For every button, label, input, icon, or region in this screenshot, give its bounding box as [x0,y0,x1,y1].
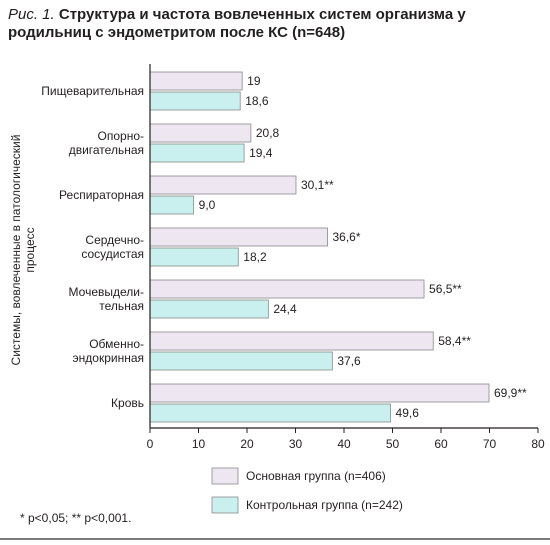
category-label-4-1: тельная [99,299,144,313]
category-label-1-0: Опорно- [98,129,144,143]
x-tick-label-60: 60 [434,437,448,451]
category-label-0: Пищеварительная [41,84,144,98]
x-tick-label-50: 50 [386,437,400,451]
bar-control-2 [149,195,195,215]
category-label-5-1: эндокринная [73,351,144,365]
category-label-6: Кровь [111,396,144,410]
bar-control-6 [149,403,391,423]
data-label-main-5: 58,4** [438,334,471,348]
data-label-control-4: 24,4 [273,302,297,316]
data-label-control-2: 9,0 [199,198,216,212]
bar-main-4 [149,279,425,299]
bottom-rule [0,538,550,540]
legend-label-main: Основная группа (n=406) [246,469,386,483]
bar-control-5 [149,351,333,371]
data-label-control-5: 37,6 [337,354,361,368]
category-label-3-1: сосудистая [81,247,144,261]
x-tick-label-40: 40 [337,437,351,451]
footnote: * p<0,05; ** p<0,001. [20,511,132,525]
bar-main-2 [149,175,297,195]
x-tick-label-10: 10 [192,437,206,451]
legend-swatch-control [211,496,239,514]
title-text: Структура и частота вовлеченных систем о… [8,6,466,41]
category-label-1-1: двигательная [69,143,144,157]
bar-main-6 [149,383,490,403]
bar-main-0 [149,71,243,91]
data-label-main-1: 20,8 [256,126,280,140]
bar-main-5 [149,331,434,351]
category-label-3-0: Сердечно- [85,233,144,247]
x-tick-label-20: 20 [240,437,254,451]
data-label-main-3: 36,6* [333,230,361,244]
legend-swatch-main [211,467,239,485]
legend-label-control: Контрольная группа (n=242) [246,498,403,512]
chart-title: Рис. 1. Структура и частота вовлеченных … [8,6,538,42]
bar-control-4 [149,299,269,319]
x-tick-label-30: 30 [289,437,303,451]
data-label-main-2: 30,1** [301,178,334,192]
x-tick-label-0: 0 [147,437,154,451]
data-label-main-0: 19 [247,74,261,88]
data-label-control-0: 18,6 [245,94,269,108]
x-tick-label-70: 70 [483,437,497,451]
bar-main-3 [149,227,328,247]
data-label-control-1: 19,4 [249,146,273,160]
bar-control-3 [149,247,239,267]
data-label-control-6: 49,6 [396,406,420,420]
figure-label: Рис. 1. [8,6,55,23]
bar-main-1 [149,123,252,143]
category-label-4-0: Мочевыдели- [69,285,144,299]
x-tick-label-80: 80 [531,437,545,451]
y-axis-title: Системы, вовлеченные в патологическийпро… [9,135,37,366]
category-label-5-0: Обменно- [89,337,144,351]
bar-control-0 [149,91,241,111]
data-label-control-3: 18,2 [243,250,267,264]
bar-control-1 [149,143,245,163]
data-label-main-4: 56,5** [429,282,462,296]
category-label-2: Респираторная [59,188,144,202]
data-label-main-6: 69,9** [494,386,527,400]
